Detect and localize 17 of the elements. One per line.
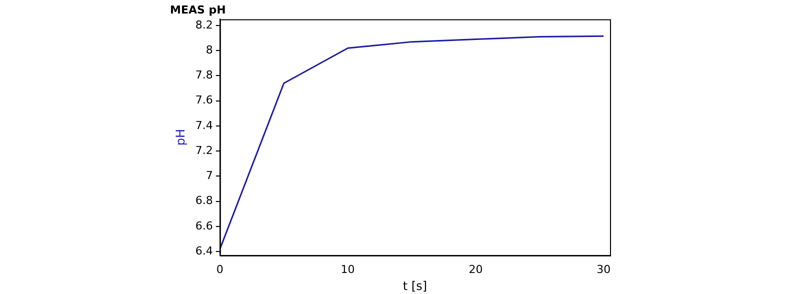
x-axis-title: t [s] (402, 278, 428, 293)
x-tick-label: 10 (340, 262, 355, 276)
y-tick-label: 7.6 (195, 94, 213, 107)
y-tick-label: 7.8 (195, 68, 213, 82)
y-tick-label: 6.4 (195, 244, 213, 258)
y-tick-label: 7 (206, 169, 213, 182)
y-tick-label: 7.2 (195, 144, 213, 157)
y-tick-label: 7.4 (195, 118, 213, 132)
y-tick-label: 8 (206, 43, 213, 56)
y-tick-label: 6.8 (195, 194, 213, 208)
x-tick-label: 30 (596, 262, 611, 276)
y-axis-title: pH (173, 128, 188, 146)
y-tick-label: 8.2 (195, 18, 213, 32)
x-tick-label: 0 (216, 262, 224, 276)
y-tick-label: 6.6 (195, 219, 213, 232)
chart-title: MEAS pH (170, 3, 226, 16)
x-tick-label: 20 (468, 262, 483, 276)
